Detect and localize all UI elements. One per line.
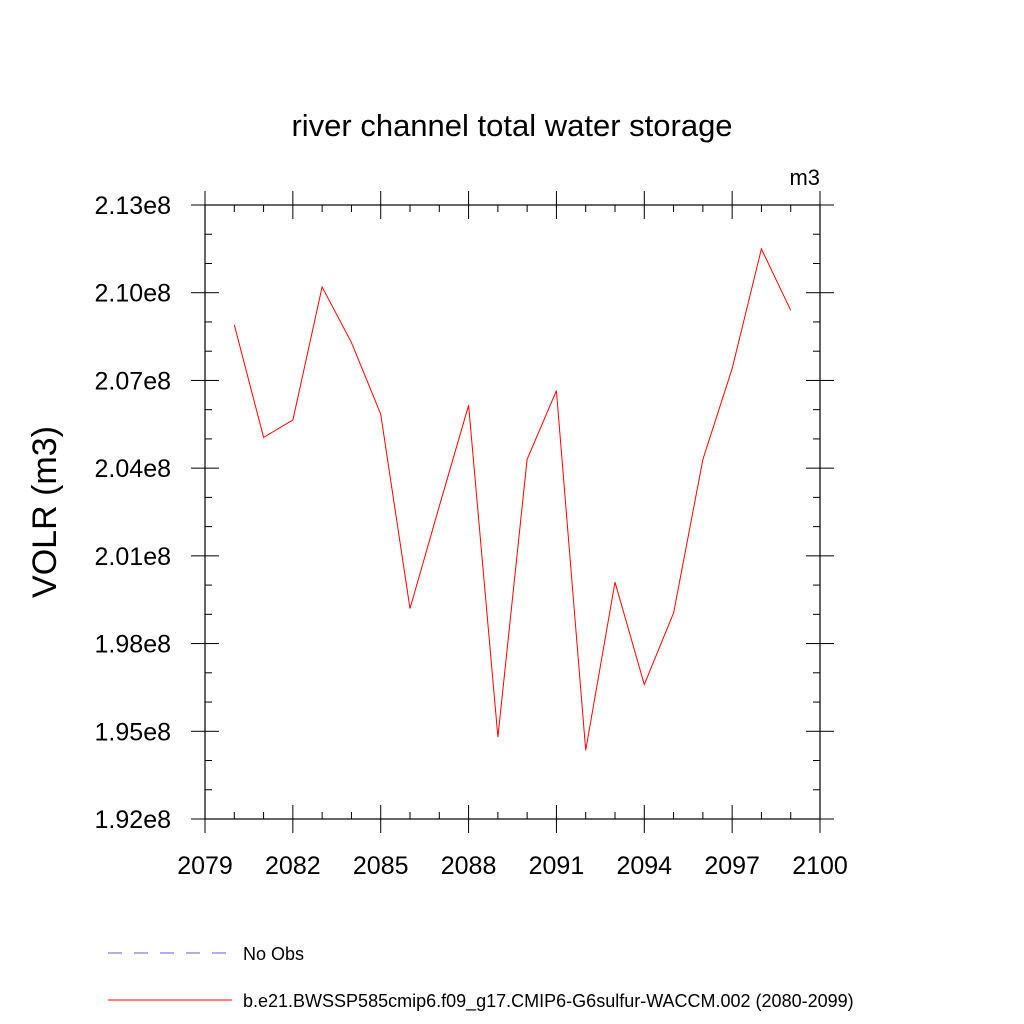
- y-tick-label: 2.04e8: [95, 455, 171, 483]
- axis-ticks: 2079 2082 2085 2088 2091 2094 2097 2100 1.92e8 1.…: [95, 191, 848, 880]
- y-tick-label: 2.10e8: [95, 280, 171, 308]
- x-tick-label: 2079: [177, 852, 233, 880]
- y-axis-label: VOLR (m3): [26, 426, 64, 598]
- legend-label: No Obs: [243, 944, 304, 964]
- y-tick-label: 1.95e8: [95, 718, 171, 746]
- x-tick-label: 2082: [265, 852, 321, 880]
- y-tick-label: 2.13e8: [95, 192, 171, 220]
- series-layer: [233, 247, 792, 751]
- x-tick-label: 2091: [529, 852, 585, 880]
- series-line: [233, 247, 792, 751]
- y-tick-label: 2.07e8: [95, 367, 171, 395]
- units-label: m3: [789, 165, 820, 190]
- legend-label: b.e21.BWSSP585cmip6.f09_g17.CMIP6-G6sulf…: [243, 991, 854, 1012]
- y-tick-label: 1.98e8: [95, 631, 171, 659]
- plot-frame: [204, 204, 821, 820]
- chart-title: river channel total water storage: [291, 108, 732, 143]
- x-tick-label: 2094: [616, 852, 672, 880]
- legend: No Obs b.e21.BWSSP585cmip6.f09_g17.CMIP6-…: [108, 944, 854, 1012]
- x-tick-label: 2100: [792, 852, 848, 880]
- x-tick-label: 2085: [353, 852, 409, 880]
- y-tick-label: 2.01e8: [95, 543, 171, 571]
- x-tick-label: 2088: [441, 852, 497, 880]
- x-tick-label: 2097: [704, 852, 760, 880]
- y-tick-label: 1.92e8: [95, 806, 171, 834]
